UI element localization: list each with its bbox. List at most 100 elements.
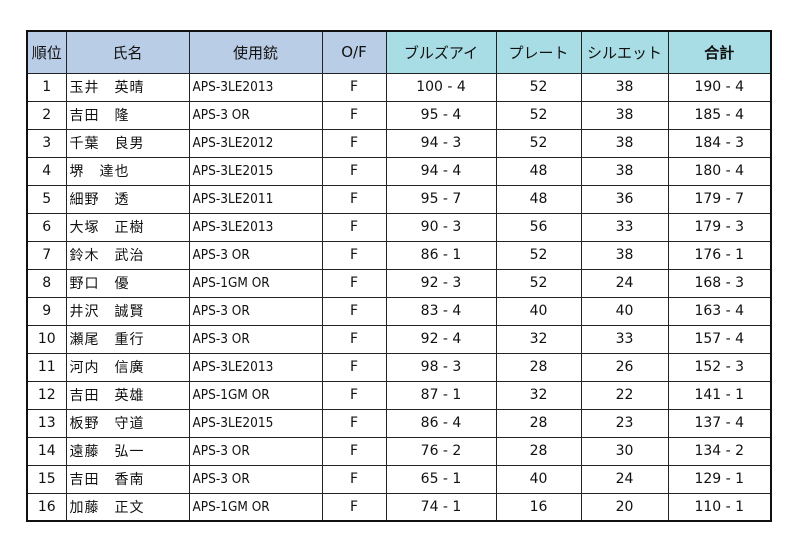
cell-gun: APS-3LE2013: [188, 352, 323, 382]
cell-total: 157 - 4: [667, 324, 772, 354]
cell-of: F: [321, 128, 387, 158]
cell-of: F: [321, 324, 387, 354]
cell-bullseye: 83 - 4: [385, 296, 497, 326]
header-plate: プレート: [495, 30, 582, 74]
cell-silhouette: 20: [580, 492, 669, 522]
cell-rank: 12: [26, 380, 67, 410]
cell-bullseye: 95 - 7: [385, 184, 497, 214]
cell-plate: 32: [495, 324, 582, 354]
cell-gun: APS-3LE2011: [188, 184, 323, 214]
cell-gun: APS-1GM OR: [188, 268, 323, 298]
cell-gun: APS-3 OR: [188, 436, 323, 466]
cell-plate: 40: [495, 464, 582, 494]
cell-bullseye: 94 - 3: [385, 128, 497, 158]
cell-rank: 16: [26, 492, 67, 522]
cell-of: F: [321, 184, 387, 214]
cell-bullseye: 92 - 3: [385, 268, 497, 298]
cell-bullseye: 74 - 1: [385, 492, 497, 522]
cell-bullseye: 87 - 1: [385, 380, 497, 410]
cell-name: 吉田 隆: [65, 100, 190, 130]
results-table-container: 順位 氏名 使用銃 O/F ブルズアイ プレート シルエット 合計 1 玉井 英晴…: [26, 30, 772, 522]
cell-total: 185 - 4: [667, 100, 772, 130]
table-row: 8 野口 優 APS-1GM OR F 92 - 3 52 24 168 - 3: [26, 268, 772, 298]
cell-silhouette: 38: [580, 240, 669, 270]
cell-silhouette: 33: [580, 324, 669, 354]
table-row: 6 大塚 正樹 APS-3LE2013 F 90 - 3 56 33 179 - 3: [26, 212, 772, 242]
cell-name: 千葉 良男: [65, 128, 190, 158]
cell-name: 吉田 英雄: [65, 380, 190, 410]
cell-total: 141 - 1: [667, 380, 772, 410]
cell-total: 152 - 3: [667, 352, 772, 382]
cell-name: 吉田 香南: [65, 464, 190, 494]
table-row: 12 吉田 英雄 APS-1GM OR F 87 - 1 32 22 141 - 1: [26, 380, 772, 410]
cell-gun: APS-3LE2015: [188, 408, 323, 438]
cell-name: 加藤 正文: [65, 492, 190, 522]
cell-silhouette: 24: [580, 268, 669, 298]
cell-rank: 3: [26, 128, 67, 158]
cell-bullseye: 94 - 4: [385, 156, 497, 186]
cell-total: 179 - 7: [667, 184, 772, 214]
cell-name: 堺 達也: [65, 156, 190, 186]
cell-of: F: [321, 156, 387, 186]
cell-of: F: [321, 212, 387, 242]
cell-silhouette: 30: [580, 436, 669, 466]
cell-of: F: [321, 100, 387, 130]
cell-total: 180 - 4: [667, 156, 772, 186]
cell-plate: 52: [495, 128, 582, 158]
cell-silhouette: 33: [580, 212, 669, 242]
cell-rank: 1: [26, 72, 67, 102]
cell-of: F: [321, 296, 387, 326]
cell-total: 163 - 4: [667, 296, 772, 326]
cell-total: 179 - 3: [667, 212, 772, 242]
cell-bullseye: 100 - 4: [385, 72, 497, 102]
cell-name: 河内 信廣: [65, 352, 190, 382]
cell-name: 井沢 誠賢: [65, 296, 190, 326]
cell-bullseye: 86 - 1: [385, 240, 497, 270]
cell-name: 野口 優: [65, 268, 190, 298]
cell-bullseye: 65 - 1: [385, 464, 497, 494]
cell-of: F: [321, 464, 387, 494]
cell-rank: 13: [26, 408, 67, 438]
header-of: O/F: [321, 30, 387, 74]
cell-plate: 52: [495, 100, 582, 130]
cell-plate: 48: [495, 156, 582, 186]
cell-of: F: [321, 408, 387, 438]
cell-total: 110 - 1: [667, 492, 772, 522]
cell-of: F: [321, 72, 387, 102]
cell-gun: APS-3 OR: [188, 324, 323, 354]
table-row: 5 細野 透 APS-3LE2011 F 95 - 7 48 36 179 - 7: [26, 184, 772, 214]
cell-name: 遠藤 弘一: [65, 436, 190, 466]
header-rank: 順位: [26, 30, 67, 74]
cell-plate: 52: [495, 268, 582, 298]
table-row: 3 千葉 良男 APS-3LE2012 F 94 - 3 52 38 184 - 3: [26, 128, 772, 158]
cell-total: 168 - 3: [667, 268, 772, 298]
table-row: 13 板野 守道 APS-3LE2015 F 86 - 4 28 23 137 - 4: [26, 408, 772, 438]
cell-name: 板野 守道: [65, 408, 190, 438]
cell-rank: 4: [26, 156, 67, 186]
header-row: 順位 氏名 使用銃 O/F ブルズアイ プレート シルエット 合計: [26, 30, 772, 74]
cell-gun: APS-1GM OR: [188, 380, 323, 410]
results-table: 順位 氏名 使用銃 O/F ブルズアイ プレート シルエット 合計 1 玉井 英晴…: [26, 30, 772, 522]
table-row: 7 鈴木 武治 APS-3 OR F 86 - 1 52 38 176 - 1: [26, 240, 772, 270]
cell-of: F: [321, 268, 387, 298]
cell-silhouette: 38: [580, 72, 669, 102]
cell-bullseye: 95 - 4: [385, 100, 497, 130]
cell-total: 129 - 1: [667, 464, 772, 494]
cell-rank: 2: [26, 100, 67, 130]
cell-silhouette: 38: [580, 100, 669, 130]
cell-rank: 7: [26, 240, 67, 270]
cell-of: F: [321, 436, 387, 466]
cell-rank: 8: [26, 268, 67, 298]
cell-total: 137 - 4: [667, 408, 772, 438]
table-row: 16 加藤 正文 APS-1GM OR F 74 - 1 16 20 110 - 1: [26, 492, 772, 522]
header-total: 合計: [667, 30, 772, 74]
cell-plate: 48: [495, 184, 582, 214]
cell-rank: 5: [26, 184, 67, 214]
cell-gun: APS-3LE2013: [188, 72, 323, 102]
cell-silhouette: 23: [580, 408, 669, 438]
cell-gun: APS-3 OR: [188, 100, 323, 130]
cell-of: F: [321, 352, 387, 382]
table-row: 1 玉井 英晴 APS-3LE2013 F 100 - 4 52 38 190 - 4: [26, 72, 772, 102]
cell-name: 鈴木 武治: [65, 240, 190, 270]
